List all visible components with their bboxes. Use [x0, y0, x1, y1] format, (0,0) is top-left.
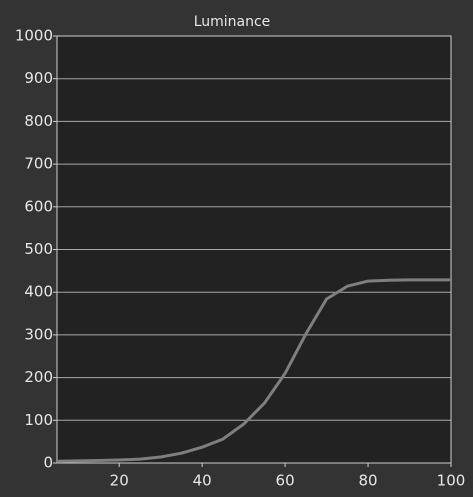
- x-tick-label: 100: [437, 472, 466, 490]
- y-tick-label: 400: [24, 283, 53, 301]
- y-tick-label: 100: [24, 411, 53, 429]
- y-tick-label: 300: [24, 325, 53, 343]
- y-tick-label: 900: [24, 69, 53, 87]
- y-tick-label: 200: [24, 368, 53, 386]
- x-tick-label: 80: [359, 472, 378, 490]
- y-tick-label: 800: [24, 112, 53, 130]
- y-tick-label: 0: [43, 454, 53, 472]
- data-line: [56, 278, 451, 463]
- y-tick-label: 1000: [15, 27, 53, 45]
- y-tick-label: 600: [24, 197, 53, 215]
- plot-frame: [56, 35, 452, 464]
- x-tick-label: 40: [193, 472, 212, 490]
- y-tick-label: 500: [24, 240, 53, 258]
- x-tick-label: 60: [276, 472, 295, 490]
- chart-title: Luminance: [194, 14, 271, 30]
- x-tick-label: 20: [110, 472, 129, 490]
- y-tick-label: 700: [24, 155, 53, 173]
